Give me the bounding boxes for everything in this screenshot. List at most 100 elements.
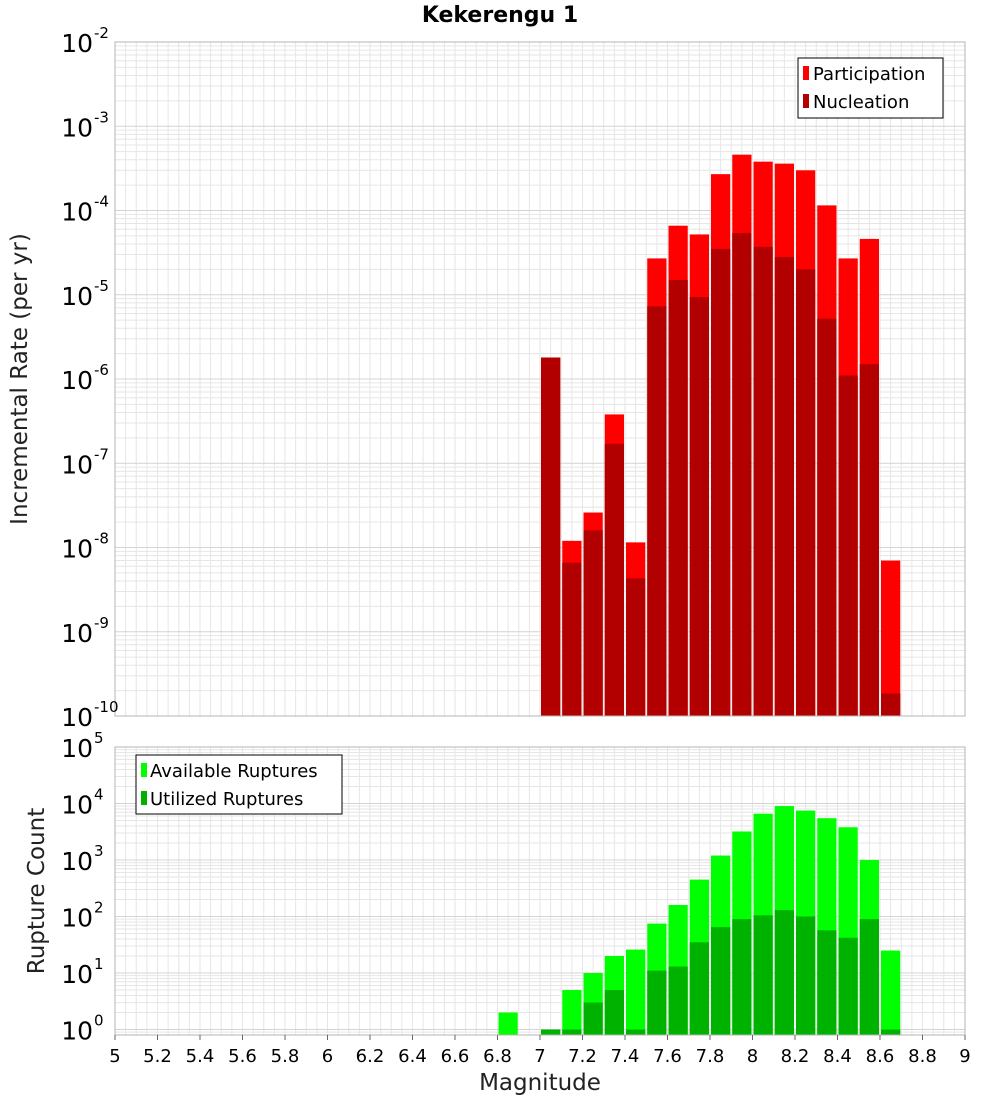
x-tick-label: 8.4 bbox=[823, 1046, 852, 1067]
bottom-bars bbox=[498, 806, 901, 1035]
nucleation-bar bbox=[753, 246, 773, 716]
bottom-y-tick-exponent: 5 bbox=[94, 729, 104, 747]
nucleation-bar bbox=[732, 233, 752, 716]
x-tick-label: 6.6 bbox=[441, 1046, 470, 1067]
available-ruptures-bar bbox=[881, 950, 901, 1035]
utilized-ruptures-bar bbox=[604, 990, 624, 1035]
utilized-ruptures-bar bbox=[817, 930, 837, 1035]
nucleation-bar bbox=[817, 318, 837, 716]
top-y-tick-exponent: -7 bbox=[94, 445, 109, 463]
bottom-y-tick-exponent: 3 bbox=[94, 842, 104, 860]
top-y-tick-label: 10 bbox=[61, 535, 93, 564]
top-y-tick-exponent: -8 bbox=[94, 530, 109, 548]
top-y-tick-exponent: -6 bbox=[94, 361, 109, 379]
bottom-y-tick-label: 10 bbox=[61, 904, 93, 933]
nucleation-bar bbox=[583, 530, 603, 716]
utilized-ruptures-bar bbox=[562, 1029, 582, 1035]
x-tick-label: 5.2 bbox=[143, 1046, 172, 1067]
x-tick-label: 5.8 bbox=[271, 1046, 300, 1067]
legend-label-available: Available Ruptures bbox=[150, 761, 318, 782]
x-tick-label: 6.4 bbox=[398, 1046, 427, 1067]
available-ruptures-bar bbox=[562, 990, 582, 1035]
x-tick-label: 8.8 bbox=[908, 1046, 937, 1067]
x-tick-label: 7 bbox=[534, 1046, 545, 1067]
bottom-y-tick-label: 10 bbox=[61, 960, 93, 989]
utilized-ruptures-bar bbox=[583, 1002, 603, 1035]
nucleation-bar bbox=[711, 248, 731, 716]
top-y-tick-exponent: -10 bbox=[94, 698, 119, 716]
nucleation-bar bbox=[689, 297, 709, 716]
x-tick-label: 6.8 bbox=[483, 1046, 512, 1067]
x-tick-label: 9 bbox=[959, 1046, 970, 1067]
x-tick-label: 8.6 bbox=[866, 1046, 895, 1067]
top-y-tick-label: 10 bbox=[61, 29, 93, 58]
legend-label-utilized: Utilized Ruptures bbox=[150, 789, 303, 810]
legend-swatch-utilized bbox=[141, 791, 147, 805]
bottom-y-tick-label: 10 bbox=[61, 1017, 93, 1046]
x-tick-label: 6.2 bbox=[356, 1046, 385, 1067]
utilized-ruptures-bar bbox=[774, 910, 794, 1035]
legend-label-participation: Participation bbox=[813, 64, 925, 85]
top-y-tick-exponent: -5 bbox=[94, 277, 109, 295]
top-bars bbox=[541, 154, 901, 717]
top-y-tick-exponent: -4 bbox=[94, 193, 109, 211]
utilized-ruptures-bar bbox=[732, 919, 752, 1035]
bottom-y-tick-label: 10 bbox=[61, 847, 93, 876]
nucleation-bar bbox=[859, 364, 879, 716]
bottom-y-tick-label: 10 bbox=[61, 734, 93, 763]
x-tick-label: 8.2 bbox=[781, 1046, 810, 1067]
top-legend: Participation Nucleation bbox=[797, 57, 944, 119]
nucleation-bar bbox=[604, 443, 624, 716]
utilized-ruptures-bar bbox=[711, 927, 731, 1035]
x-tick-label: 7.4 bbox=[611, 1046, 640, 1067]
utilized-ruptures-bar bbox=[541, 1029, 561, 1035]
bottom-legend: Available Ruptures Utilized Ruptures bbox=[135, 754, 343, 815]
nucleation-bar bbox=[562, 562, 582, 716]
nucleation-bar bbox=[626, 578, 646, 716]
x-tick-label: 8 bbox=[747, 1046, 758, 1067]
utilized-ruptures-bar bbox=[881, 1029, 901, 1035]
participation-bar bbox=[881, 560, 901, 716]
available-ruptures-bar bbox=[626, 949, 646, 1035]
x-tick-label: 7.6 bbox=[653, 1046, 682, 1067]
top-y-tick-label: 10 bbox=[61, 619, 93, 648]
top-y-tick-exponent: -9 bbox=[94, 614, 109, 632]
legend-swatch-participation bbox=[803, 66, 809, 80]
nucleation-bar bbox=[881, 693, 901, 716]
x-tick-label: 5.4 bbox=[186, 1046, 215, 1067]
x-tick-label: 7.2 bbox=[568, 1046, 597, 1067]
nucleation-bar bbox=[647, 306, 667, 716]
utilized-ruptures-bar bbox=[689, 942, 709, 1035]
legend-swatch-available bbox=[141, 763, 147, 777]
top-y-axis-label: Incremental Rate (per yr) bbox=[7, 233, 33, 525]
nucleation-bar bbox=[796, 269, 816, 716]
top-y-tick-exponent: -3 bbox=[94, 108, 109, 126]
utilized-ruptures-bar bbox=[859, 919, 879, 1035]
utilized-ruptures-bar bbox=[626, 1029, 646, 1035]
utilized-ruptures-bar bbox=[753, 915, 773, 1035]
top-y-tick-exponent: -2 bbox=[94, 24, 109, 42]
top-y-tick-label: 10 bbox=[61, 450, 93, 479]
x-ticks: 5 5.2 5.4 5.6 5.8 6 6.2 6.4 6.6 6.8 7 7.2 7.4 7.6 7.8 8… bbox=[109, 1035, 971, 1067]
top-y-tick-label: 10 bbox=[61, 703, 93, 732]
legend-swatch-nucleation bbox=[803, 94, 809, 108]
bottom-legend-box bbox=[135, 754, 343, 815]
bottom-y-tick-exponent: 4 bbox=[94, 786, 104, 804]
bottom-y-axis-label: Rupture Count bbox=[24, 808, 50, 974]
legend-label-nucleation: Nucleation bbox=[813, 92, 909, 113]
top-y-tick-label: 10 bbox=[61, 198, 93, 227]
top-y-ticks: 10-210-310-410-510-610-710-810-910-10 bbox=[61, 24, 118, 732]
top-legend-box bbox=[797, 57, 944, 119]
utilized-ruptures-bar bbox=[668, 966, 688, 1035]
utilized-ruptures-bar bbox=[838, 937, 858, 1035]
top-y-tick-label: 10 bbox=[61, 282, 93, 311]
available-ruptures-bar bbox=[498, 1012, 518, 1035]
nucleation-bar bbox=[774, 257, 794, 716]
x-tick-label: 5.6 bbox=[228, 1046, 257, 1067]
bottom-y-tick-label: 10 bbox=[61, 791, 93, 820]
top-y-tick-label: 10 bbox=[61, 366, 93, 395]
top-plot-frame bbox=[114, 41, 966, 717]
